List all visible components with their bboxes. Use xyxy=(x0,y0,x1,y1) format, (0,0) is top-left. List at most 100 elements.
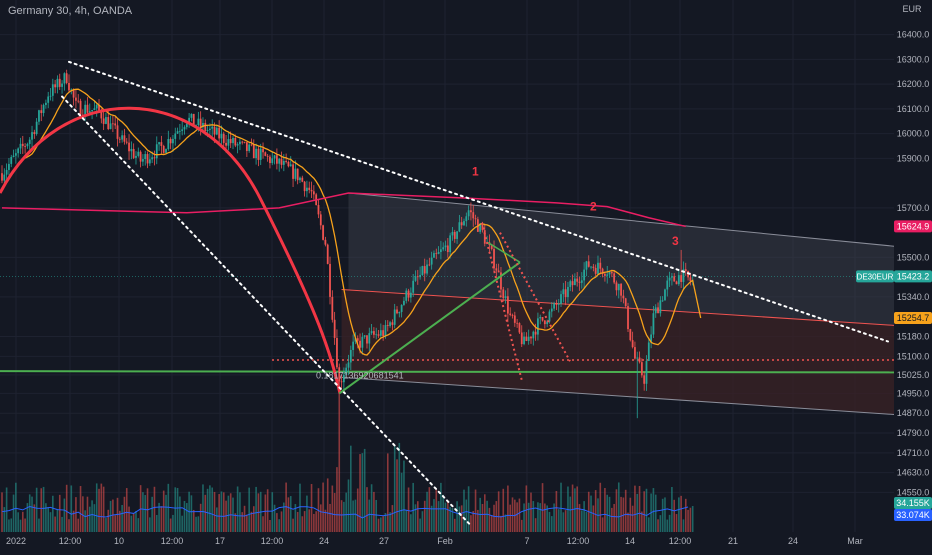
volume-bar xyxy=(359,454,361,532)
candle-body xyxy=(585,261,588,270)
candle-body xyxy=(384,325,387,337)
rounding-top-arc xyxy=(0,106,342,394)
volume-bar xyxy=(149,517,151,532)
volume-bar xyxy=(229,493,232,532)
candle-body xyxy=(638,357,641,363)
price-tick-label: 16200.0 xyxy=(897,79,930,89)
candle-body xyxy=(218,127,221,139)
volume-bar xyxy=(114,515,116,532)
volume-bar xyxy=(250,511,253,532)
volume-bar xyxy=(414,504,417,532)
time-axis[interactable]: 2022 12:00 10 12:00 17 12:00 24 27 Feb 7 12:00 14 12… xyxy=(0,532,932,550)
candle-body xyxy=(312,191,315,195)
candle-body xyxy=(130,148,133,152)
candle-body xyxy=(174,133,177,139)
candle-body xyxy=(306,187,308,192)
candle-body xyxy=(375,334,378,336)
volume-bar xyxy=(169,518,172,532)
volume-bar xyxy=(100,483,103,532)
volume-bar xyxy=(384,513,387,532)
candle-body xyxy=(79,100,82,115)
candle-body xyxy=(636,357,639,359)
volume-bar xyxy=(86,496,89,532)
candle-body xyxy=(338,367,341,382)
candle-body xyxy=(366,335,368,344)
candle-body xyxy=(689,277,692,281)
candle-body xyxy=(19,143,22,149)
candle-body xyxy=(239,141,241,145)
volume-bar xyxy=(289,496,292,532)
candle-body xyxy=(181,129,184,131)
volume-ma-line xyxy=(1,505,689,519)
candle-body xyxy=(331,296,334,320)
candle-body xyxy=(356,338,359,341)
price-tick-label: 15180.0 xyxy=(897,332,930,342)
volume-bar xyxy=(532,501,535,532)
candle-body xyxy=(409,292,412,298)
volume-bar xyxy=(70,485,73,532)
volume-bar xyxy=(539,503,542,532)
volume-bar xyxy=(553,503,555,532)
candle-body xyxy=(206,129,209,131)
last-price-text: 15423.2 xyxy=(897,271,930,281)
time-tick-label: 12:00 xyxy=(261,536,284,546)
volume-bar xyxy=(333,493,336,532)
candle-body xyxy=(245,142,248,151)
candle-body xyxy=(578,281,581,283)
candle-body xyxy=(516,322,519,324)
volume-bar xyxy=(592,505,595,532)
volume-bar xyxy=(396,459,398,532)
ma-red-price-tag xyxy=(894,220,932,233)
candle-body xyxy=(269,156,271,164)
candle-body xyxy=(232,137,234,144)
candle-body xyxy=(324,239,327,245)
candle-body xyxy=(513,315,516,323)
candle-body xyxy=(137,151,140,156)
volume-bar xyxy=(500,515,502,532)
candle-body xyxy=(299,177,301,181)
candle-body xyxy=(433,253,435,258)
volume-bar xyxy=(634,485,636,532)
volume-bar xyxy=(301,516,304,532)
candle-body xyxy=(167,138,170,150)
volume-bar xyxy=(627,512,629,532)
volume-bar xyxy=(211,487,214,532)
candle-body xyxy=(241,141,244,143)
volume-bar xyxy=(569,496,572,532)
candle-body xyxy=(326,244,329,264)
volume-bar xyxy=(82,496,84,532)
volume-bar xyxy=(410,514,412,532)
candle-body xyxy=(592,266,595,268)
volume-bar xyxy=(222,492,225,532)
volume-bar xyxy=(10,518,13,532)
volume-bar xyxy=(511,497,514,532)
candle-body xyxy=(248,144,251,151)
volume-bar xyxy=(142,492,144,532)
candle-body xyxy=(236,144,239,146)
volume-bar xyxy=(689,507,692,532)
indicators xyxy=(1,88,702,356)
volume-bar xyxy=(190,495,193,532)
candle-body xyxy=(580,280,583,283)
volume-bar xyxy=(405,510,408,532)
candle-body xyxy=(400,304,403,312)
volume-bar xyxy=(105,518,107,532)
volume-bar xyxy=(306,495,308,532)
red-dotted-leg-1 xyxy=(481,222,523,382)
volume-bar xyxy=(183,500,186,532)
candle-body xyxy=(463,221,465,226)
candle-body xyxy=(543,320,546,325)
candle-body xyxy=(467,210,470,217)
volume-bar xyxy=(181,515,183,532)
volume-bar xyxy=(417,501,419,532)
steep-trendline xyxy=(61,95,471,526)
volume-bar xyxy=(527,502,530,532)
candle-body xyxy=(587,261,590,267)
volume-bar xyxy=(447,501,449,532)
chart-title: Germany 30, 4h, OANDA xyxy=(8,5,133,17)
candle-body xyxy=(403,300,405,305)
candle-body xyxy=(259,148,262,160)
candle-body xyxy=(319,214,322,226)
candle-body xyxy=(349,349,352,363)
